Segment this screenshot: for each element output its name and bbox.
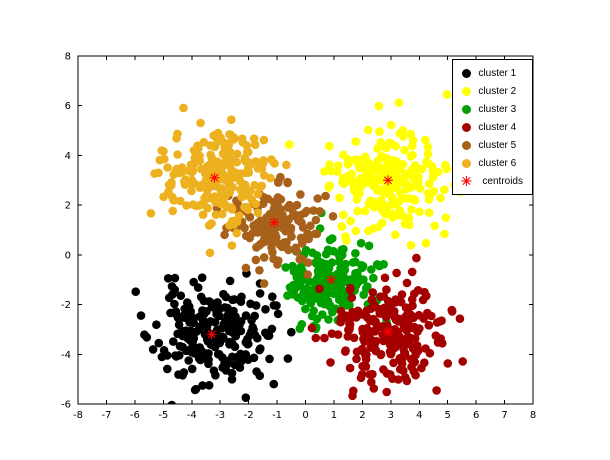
- centroids-marker-icon: [461, 176, 472, 186]
- centroid-marker-icon: [326, 274, 337, 285]
- y-tick-label: 0: [65, 250, 71, 261]
- x-tick-label: 3: [388, 410, 394, 421]
- cluster-4-points: [307, 253, 468, 401]
- centroid-marker-icon: [461, 176, 472, 186]
- x-tick-label: 0: [302, 410, 308, 421]
- centroid-marker-icon: [206, 329, 217, 340]
- legend-item-cluster-2: cluster 2: [458, 82, 523, 100]
- x-tick-label: -2: [244, 410, 254, 421]
- y-tick-label: -2: [61, 300, 71, 311]
- legend-item-centroids: centroids: [458, 172, 523, 190]
- legend-label: cluster 5: [478, 139, 517, 151]
- legend-item-cluster-3: cluster 3: [458, 100, 523, 118]
- centroid-marker-icon: [209, 172, 220, 183]
- cluster-2-marker-icon: [462, 86, 472, 96]
- legend: cluster 1 cluster 2 cluster 3 cluster 4 clus…: [452, 59, 533, 195]
- x-tick-label: -6: [130, 410, 140, 421]
- cluster-6-marker-icon: [462, 158, 472, 168]
- centroids-layer: [206, 172, 393, 340]
- cluster-3-marker-icon: [462, 104, 472, 114]
- x-tick-label: -1: [272, 410, 282, 421]
- legend-label: centroids: [482, 175, 523, 187]
- cluster-1-points: [131, 269, 299, 404]
- x-tick-label: -7: [101, 410, 111, 421]
- legend-label: cluster 2: [478, 85, 517, 97]
- x-tick-label: 4: [416, 410, 422, 421]
- y-tick-label: 6: [65, 101, 71, 112]
- legend-label: cluster 6: [478, 157, 517, 169]
- y-tick-label: -4: [61, 350, 71, 361]
- y-tick-label: 4: [65, 151, 71, 162]
- x-tick-label: 5: [445, 410, 451, 421]
- legend-label: cluster 4: [478, 121, 517, 133]
- x-tick-label: 2: [359, 410, 365, 421]
- cluster-2-points: [285, 90, 465, 250]
- x-tick-label: 1: [331, 410, 337, 421]
- cluster-1-marker-icon: [462, 68, 472, 78]
- cluster-6-points: [146, 103, 291, 258]
- x-axis: -8 -7 -6 -5 -4 -3 -2 -1 0 1 2 3 4 5 6 7 8: [73, 56, 536, 421]
- centroid-marker-icon: [382, 175, 393, 186]
- legend-item-cluster-6: cluster 6: [458, 154, 523, 172]
- x-tick-label: 6: [473, 410, 479, 421]
- legend-item-cluster-1: cluster 1: [458, 64, 523, 82]
- x-tick-label: 8: [530, 410, 536, 421]
- cluster-5-points: [212, 172, 338, 288]
- x-tick-label: -4: [187, 410, 197, 421]
- legend-item-cluster-4: cluster 4: [458, 118, 523, 136]
- legend-item-cluster-5: cluster 5: [458, 136, 523, 154]
- x-tick-label: -3: [215, 410, 225, 421]
- x-tick-label: 7: [501, 410, 507, 421]
- legend-label: cluster 3: [478, 103, 517, 115]
- y-tick-label: -6: [61, 400, 71, 411]
- legend-label: cluster 1: [478, 67, 517, 79]
- cluster-5-marker-icon: [462, 140, 472, 150]
- scatter-points: [131, 90, 468, 404]
- centroid-marker-icon: [382, 326, 393, 337]
- cluster-4-marker-icon: [462, 122, 472, 132]
- y-tick-label: 2: [65, 201, 71, 212]
- x-tick-label: -8: [73, 410, 83, 421]
- centroid-marker-icon: [269, 217, 280, 228]
- x-tick-label: -5: [158, 410, 168, 421]
- y-tick-label: 8: [65, 52, 71, 63]
